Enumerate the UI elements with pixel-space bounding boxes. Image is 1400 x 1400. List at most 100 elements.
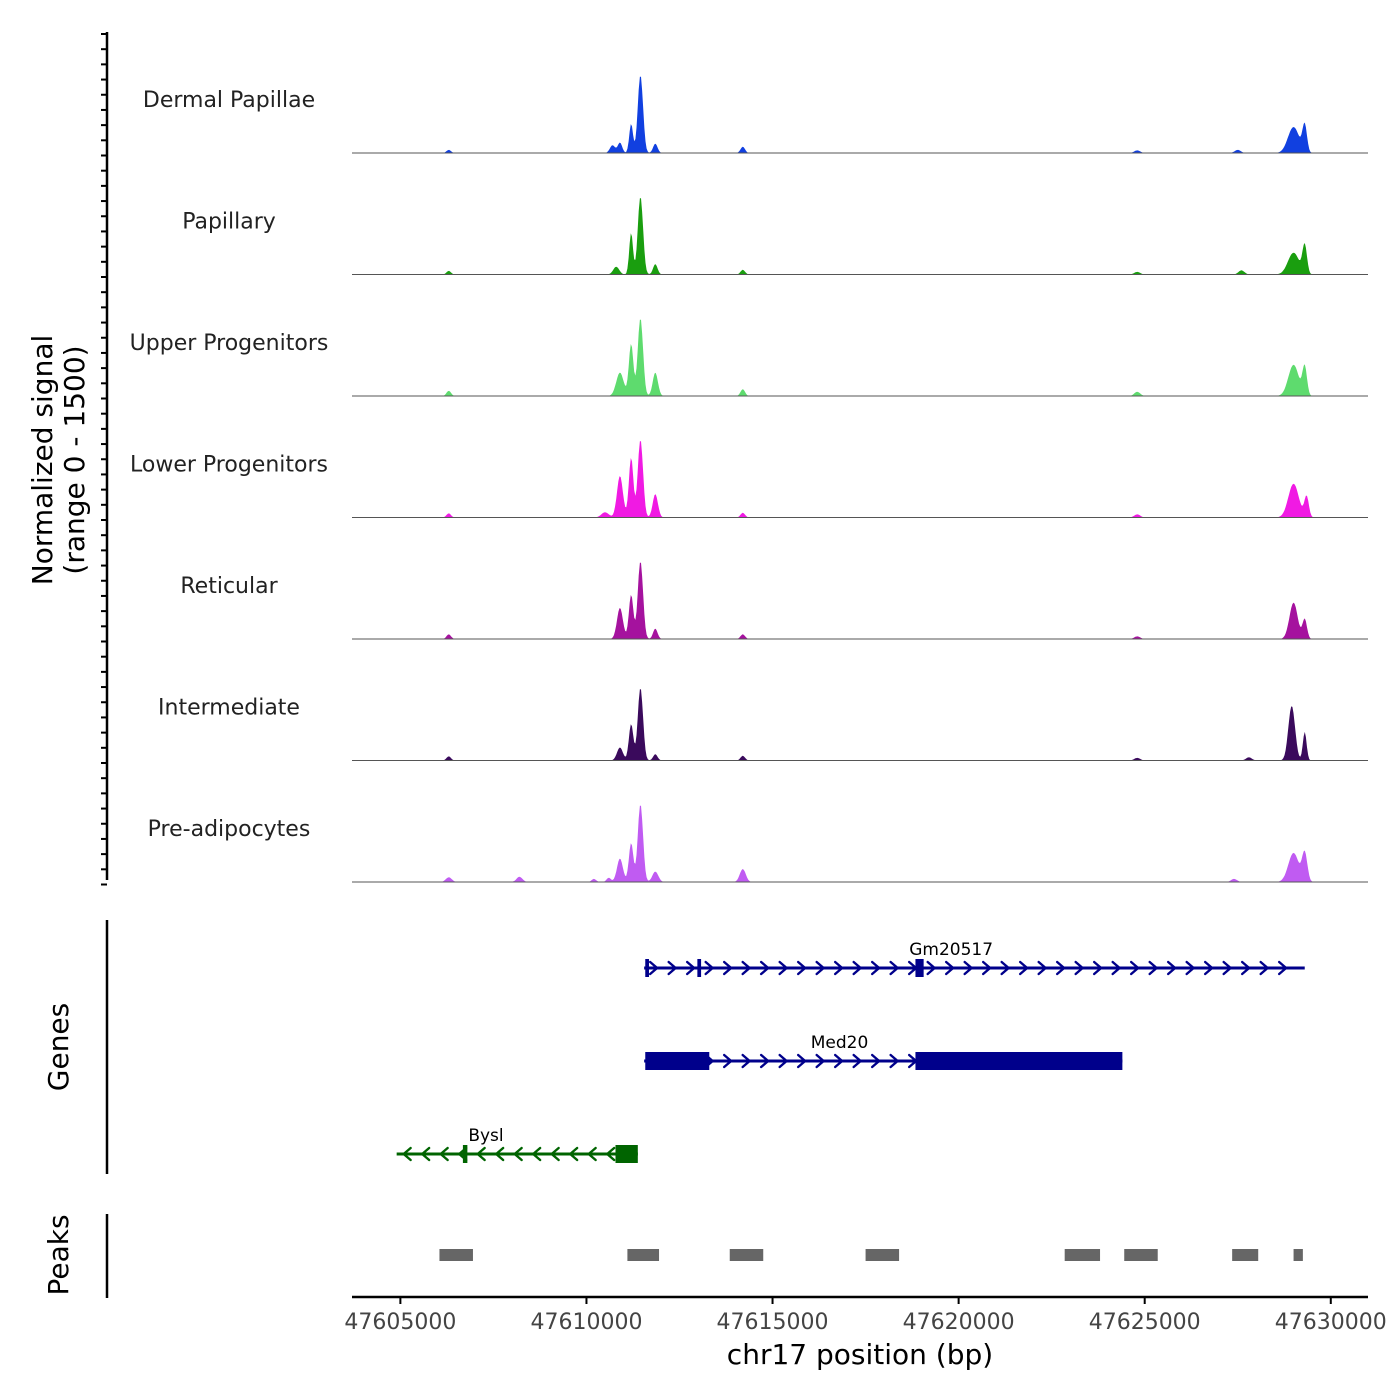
strand-arrow [815, 960, 825, 976]
track-reticular: Reticular [180, 562, 1368, 640]
strand-arrow [944, 960, 955, 976]
strand-arrow [722, 1053, 733, 1069]
exon [697, 959, 702, 977]
exon [615, 1145, 638, 1163]
peaks-panel-label: Peaks [42, 1214, 75, 1295]
signal-area-lower-progenitors [352, 441, 1368, 518]
strand-arrow [1018, 960, 1029, 976]
exon [645, 1052, 710, 1070]
signal-area-dermal-papillae [352, 76, 1368, 153]
strand-arrow [605, 1146, 616, 1162]
strand-arrow [648, 960, 659, 976]
strand-arrow [870, 1053, 881, 1069]
gene-label-gm20517: Gm20517 [909, 940, 993, 960]
signal-area-papillary [352, 198, 1368, 275]
track-dermal-papillae: Dermal Papillae [143, 76, 1368, 154]
strand-arrow [889, 960, 899, 976]
strand-arrow [1129, 960, 1140, 976]
strand-arrow [704, 960, 714, 976]
strand-arrow [1259, 960, 1269, 976]
coverage-tracks: Dermal Papillae Papillary Upper Progenitor… [130, 76, 1368, 883]
peak-region [729, 1249, 764, 1261]
gene-med20: Med20 [644, 1033, 1123, 1070]
strand-arrow [722, 960, 733, 976]
strand-arrow [439, 1146, 449, 1162]
signal-area-upper-progenitors [352, 319, 1368, 396]
strand-arrow [1277, 960, 1288, 976]
strand-arrow [1166, 960, 1177, 976]
strand-arrow [513, 1146, 523, 1162]
strand-arrow [1203, 960, 1214, 976]
coverage-y-ticks [101, 33, 107, 886]
strand-arrow [981, 960, 992, 976]
peak-region [1124, 1249, 1158, 1261]
track-pre-adipocytes: Pre-adipocytes [148, 805, 1368, 883]
track-label-reticular: Reticular [180, 574, 278, 599]
strand-arrow [870, 960, 881, 976]
y-axis-title-line2: (range 0 - 1500) [58, 345, 91, 574]
strand-arrow [741, 960, 751, 976]
x-tick-label: 47625000 [1089, 1310, 1201, 1335]
strand-arrow [1148, 960, 1158, 976]
peak-region [1064, 1249, 1101, 1261]
y-axis-title-line1: Normalized signal [26, 335, 59, 586]
strand-arrow [759, 1053, 770, 1069]
strand-arrow [420, 1146, 431, 1162]
peak-region [865, 1249, 900, 1261]
exon [915, 1052, 1123, 1070]
strand-arrow [667, 960, 677, 976]
strand-arrow [1037, 960, 1047, 976]
track-lower-progenitors: Lower Progenitors [130, 441, 1368, 518]
strand-arrow [568, 1146, 579, 1162]
strand-arrow [1074, 960, 1084, 976]
track-label-papillary: Papillary [182, 210, 276, 235]
strand-arrow [531, 1146, 542, 1162]
strand-arrow [796, 960, 807, 976]
left-axes [101, 32, 109, 1298]
peak-regions [439, 1249, 1303, 1261]
track-upper-progenitors: Upper Progenitors [130, 319, 1368, 397]
strand-arrow [852, 960, 862, 976]
strand-arrow [815, 1053, 825, 1069]
strand-arrow [402, 1146, 412, 1162]
strand-arrow [1092, 960, 1103, 976]
strand-arrow [759, 960, 770, 976]
strand-arrow [1111, 960, 1121, 976]
x-tick-label: 47610000 [530, 1310, 642, 1335]
track-intermediate: Intermediate [158, 689, 1368, 761]
strand-arrow [1000, 960, 1010, 976]
peak-region [1293, 1249, 1303, 1261]
strand-arrow [889, 1053, 899, 1069]
track-label-intermediate: Intermediate [158, 696, 300, 721]
strand-arrow [1222, 960, 1232, 976]
peak-region [439, 1249, 473, 1261]
track-label-pre-adipocytes: Pre-adipocytes [148, 817, 311, 842]
peak-region [627, 1249, 660, 1261]
peak-region [1232, 1249, 1259, 1261]
track-label-lower-progenitors: Lower Progenitors [130, 453, 328, 478]
strand-arrow [833, 960, 844, 976]
gene-gm20517: Gm20517 [644, 940, 1305, 977]
signal-area-intermediate [352, 689, 1368, 761]
signal-area-pre-adipocytes [352, 805, 1368, 882]
x-tick-label: 47630000 [1275, 1310, 1387, 1335]
strand-arrow [796, 1053, 807, 1069]
gene-annotations: Gm20517 Med20 Bysl [396, 940, 1305, 1163]
gene-label-med20: Med20 [811, 1033, 869, 1053]
strand-arrow [926, 960, 936, 976]
strand-arrow [494, 1146, 505, 1162]
track-label-dermal-papillae: Dermal Papillae [143, 88, 315, 113]
strand-arrow [778, 1053, 788, 1069]
x-axis-title: chr17 position (bp) [727, 1338, 993, 1371]
strand-arrow [1240, 960, 1251, 976]
track-papillary: Papillary [182, 198, 1368, 275]
exon [462, 1145, 468, 1163]
gene-bysl: Bysl [396, 1126, 638, 1163]
x-axis: 47605000 47610000 47615000 47620000 47625000… [344, 1295, 1387, 1335]
x-tick-label: 47605000 [344, 1310, 456, 1335]
track-label-upper-progenitors: Upper Progenitors [130, 331, 329, 356]
exon [915, 959, 924, 977]
signal-area-reticular [352, 562, 1368, 639]
strand-arrow [778, 960, 788, 976]
gene-label-bysl: Bysl [468, 1126, 503, 1146]
